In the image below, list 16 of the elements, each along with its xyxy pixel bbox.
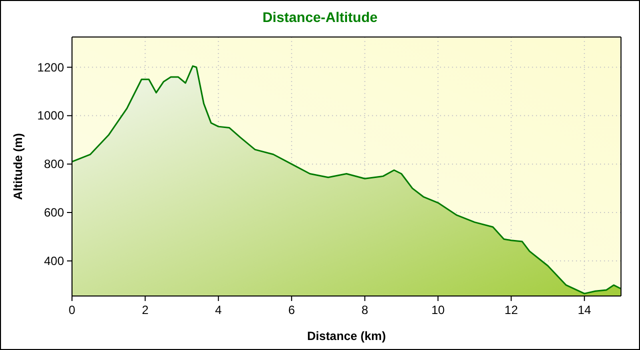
y-tick-label: 800 <box>44 157 64 172</box>
x-tick-label: 4 <box>215 303 222 317</box>
y-tick-label: 400 <box>44 254 64 268</box>
y-axis-title: Altitude (m) <box>11 133 25 200</box>
x-tick-label: 14 <box>578 303 592 317</box>
y-tick-label: 600 <box>44 205 64 220</box>
x-axis-title: Distance (km) <box>307 329 386 343</box>
x-tick-label: 8 <box>361 303 368 317</box>
x-tick-label: 2 <box>142 303 149 317</box>
y-tick-label: 1000 <box>37 108 64 123</box>
x-tick-label: 10 <box>431 303 445 317</box>
y-tick-label: 1200 <box>37 60 64 74</box>
x-tick-label: 12 <box>504 303 518 317</box>
x-tick-label: 0 <box>68 303 76 317</box>
x-tick-label: 6 <box>288 303 296 317</box>
chart-title: Distance-Altitude <box>262 9 378 25</box>
